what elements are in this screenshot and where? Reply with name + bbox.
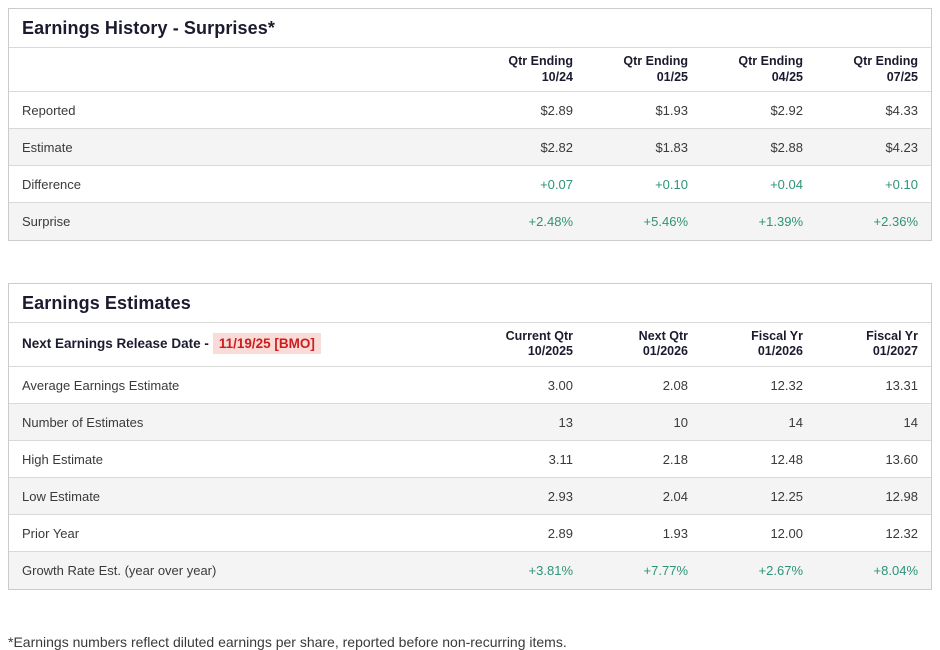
column-header-period: Fiscal Yr	[751, 328, 803, 343]
cell-value: 2.18	[586, 440, 701, 478]
cell-value: +0.04	[701, 165, 816, 204]
table-row-growth-rate: Growth Rate Est. (year over year) +3.81%…	[9, 551, 931, 589]
cell-value: +0.07	[471, 165, 586, 204]
cell-value: 2.04	[586, 477, 701, 515]
cell-value: +7.77%	[643, 562, 688, 578]
cell-value: $4.23	[816, 128, 931, 167]
cell-value: 2.08	[586, 366, 701, 404]
column-header-date: 04/25	[771, 69, 803, 84]
column-header-qtr-04-25: Qtr Ending 04/25	[701, 48, 816, 93]
column-header-date: 10/24	[541, 69, 573, 84]
earnings-estimates-card: Earnings Estimates Next Earnings Release…	[8, 282, 932, 590]
row-label: Surprise	[22, 214, 71, 229]
earnings-estimates-table: Next Earnings Release Date -11/19/25 [BM…	[9, 322, 931, 589]
cell-value: 12.98	[816, 477, 931, 515]
column-header-period: Next Qtr	[638, 328, 688, 343]
row-label: Growth Rate Est. (year over year)	[22, 562, 217, 578]
column-header-date: 07/25	[886, 69, 918, 84]
column-header-fiscal-yr-2026: Fiscal Yr 01/2026	[701, 322, 816, 367]
cell-value: 13.60	[816, 440, 931, 478]
row-label: High Estimate	[9, 440, 471, 478]
column-header-qtr-07-25: Qtr Ending 07/25	[816, 48, 931, 93]
column-header-next-qtr: Next Qtr 01/2026	[586, 322, 701, 367]
cell-value: 14	[701, 403, 816, 441]
cell-value: +2.67%	[758, 562, 803, 578]
table-row-difference: Difference +0.07 +0.10 +0.04 +0.10	[9, 165, 931, 204]
cell-value: 13.31	[816, 366, 931, 404]
column-header-qtr-01-25: Qtr Ending 01/25	[586, 48, 701, 93]
release-date-label: Next Earnings Release Date -	[22, 335, 209, 351]
cell-value: $2.88	[701, 128, 816, 167]
column-header-current-qtr: Current Qtr 10/2025	[471, 322, 586, 367]
column-header-period: Fiscal Yr	[866, 328, 918, 343]
column-header-fiscal-yr-2027: Fiscal Yr 01/2027	[816, 322, 931, 367]
table-row-low-estimate: Low Estimate 2.93 2.04 12.25 12.98	[9, 477, 931, 515]
cell-value: 12.25	[701, 477, 816, 515]
cell-value: 12.32	[701, 366, 816, 404]
header-spacer	[9, 48, 471, 93]
earnings-footnote: *Earnings numbers reflect diluted earnin…	[8, 633, 567, 650]
cell-value: 12.48	[701, 440, 816, 478]
column-header-date: 10/2025	[527, 344, 573, 359]
cell-value: $2.89	[471, 91, 586, 130]
cell-value: 12.32	[816, 514, 931, 552]
cell-value: 12.00	[701, 514, 816, 552]
column-header-date: 01/2026	[642, 344, 688, 359]
column-header-date: 01/25	[656, 69, 688, 84]
cell-value: +0.10	[816, 165, 931, 204]
row-label: Difference	[9, 165, 471, 204]
cell-value: 14	[816, 403, 931, 441]
table-row-high-estimate: High Estimate 3.11 2.18 12.48 13.60	[9, 440, 931, 478]
cell-value: +3.81%	[528, 562, 573, 578]
column-header-period: Qtr Ending	[623, 54, 688, 68]
cell-value: +8.04%	[873, 562, 918, 578]
earnings-history-table: Qtr Ending 10/24 Qtr Ending 01/25 Qtr En…	[9, 48, 931, 240]
row-label: Number of Estimates	[9, 403, 471, 441]
column-header-date: 01/2026	[757, 344, 803, 359]
cell-value: $1.93	[586, 91, 701, 130]
earnings-history-title: Earnings History - Surprises*	[9, 9, 931, 48]
estimates-header-row: Next Earnings Release Date -11/19/25 [BM…	[9, 322, 931, 367]
column-header-period: Qtr Ending	[508, 54, 573, 68]
release-date-badge: 11/19/25 [BMO]	[212, 332, 321, 354]
cell-value: +1.39%	[758, 214, 803, 229]
column-header-period: Qtr Ending	[853, 54, 918, 68]
cell-value: $2.82	[471, 128, 586, 167]
earnings-estimates-title: Earnings Estimates	[9, 284, 931, 323]
column-header-date: 01/2027	[872, 344, 918, 359]
cell-value: $1.83	[586, 128, 701, 167]
history-header-row: Qtr Ending 10/24 Qtr Ending 01/25 Qtr En…	[9, 48, 931, 93]
row-label: Average Earnings Estimate	[9, 366, 471, 404]
row-label: Low Estimate	[9, 477, 471, 515]
next-earnings-release: Next Earnings Release Date -11/19/25 [BM…	[9, 322, 471, 367]
table-row-prior-year: Prior Year 2.89 1.93 12.00 12.32	[9, 514, 931, 552]
cell-value: 2.93	[471, 477, 586, 515]
row-label: Estimate	[9, 128, 471, 167]
column-header-qtr-10-24: Qtr Ending 10/24	[471, 48, 586, 93]
table-row-estimate: Estimate $2.82 $1.83 $2.88 $4.23	[9, 128, 931, 167]
table-row-number-of-estimates: Number of Estimates 13 10 14 14	[9, 403, 931, 441]
cell-value: +2.48%	[528, 214, 573, 229]
table-row-surprise: Surprise +2.48% +5.46% +1.39% +2.36%	[9, 202, 931, 240]
cell-value: 3.00	[471, 366, 586, 404]
table-row-reported: Reported $2.89 $1.93 $2.92 $4.33	[9, 91, 931, 130]
column-header-period: Qtr Ending	[738, 54, 803, 68]
cell-value: +2.36%	[873, 214, 918, 229]
cell-value: 2.89	[471, 514, 586, 552]
row-label: Reported	[9, 91, 471, 130]
row-label: Prior Year	[9, 514, 471, 552]
cell-value: 10	[586, 403, 701, 441]
cell-value: 1.93	[586, 514, 701, 552]
cell-value: +5.46%	[643, 214, 688, 229]
cell-value: 3.11	[471, 440, 586, 478]
cell-value: +0.10	[586, 165, 701, 204]
cell-value: $4.33	[816, 91, 931, 130]
column-header-period: Current Qtr	[505, 328, 573, 343]
earnings-history-card: Earnings History - Surprises* Qtr Ending…	[8, 8, 932, 241]
cell-value: $2.92	[701, 91, 816, 130]
table-row-average-estimate: Average Earnings Estimate 3.00 2.08 12.3…	[9, 366, 931, 404]
cell-value: 13	[471, 403, 586, 441]
